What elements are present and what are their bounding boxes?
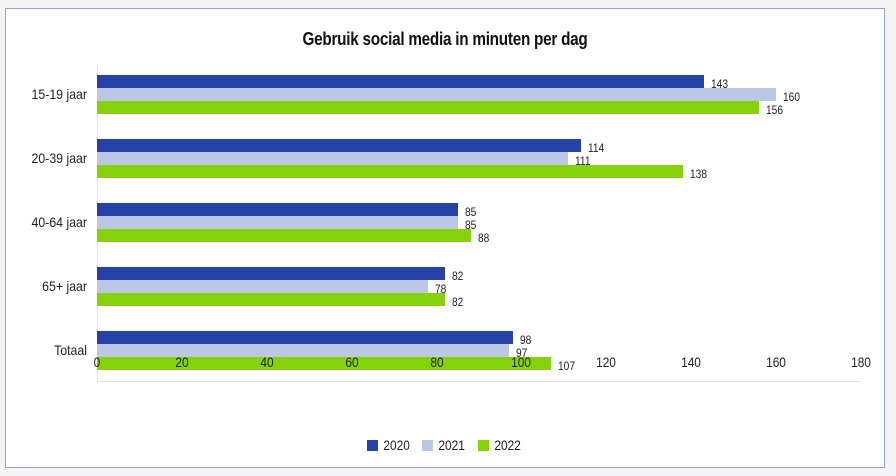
data-label: 111 xyxy=(575,154,591,168)
x-tick-label: 60 xyxy=(345,354,359,370)
data-label: 85 xyxy=(464,218,477,232)
chart-frame: Gebruik social media in minuten per dag … xyxy=(5,8,885,468)
legend-swatch-icon xyxy=(477,439,489,451)
bar-2021 xyxy=(97,344,509,357)
chart-title: Gebruik social media in minuten per dag xyxy=(302,29,588,49)
data-label: 82 xyxy=(452,269,464,283)
x-tick-label: 140 xyxy=(681,354,702,370)
bar-2020 xyxy=(97,203,458,216)
data-label: 160 xyxy=(783,90,801,104)
bar-2021 xyxy=(97,280,429,293)
bar-2020 xyxy=(97,139,581,152)
x-tick-label: 100 xyxy=(511,354,532,370)
x-tick-label: 180 xyxy=(851,354,871,370)
bar-2022 xyxy=(97,293,446,306)
bar-2022 xyxy=(97,357,552,370)
legend-swatch-icon xyxy=(367,439,379,451)
category-label: Totaal xyxy=(54,342,87,358)
data-label: 78 xyxy=(435,282,447,296)
x-tick-label: 0 xyxy=(93,354,101,370)
data-label: 82 xyxy=(452,295,464,309)
legend-swatch-icon xyxy=(422,439,434,451)
data-label: 85 xyxy=(464,205,477,219)
x-tick-label: 20 xyxy=(175,354,189,370)
bar-2022 xyxy=(97,165,683,178)
bar-2020 xyxy=(97,331,513,344)
data-label: 143 xyxy=(710,77,728,91)
x-tick-label: 80 xyxy=(429,354,444,370)
x-axis-line xyxy=(97,381,861,382)
plot-area: 15-19 jaar 143 160 156 20-39 jaar 114 111 138 40… xyxy=(32,66,861,382)
bar-2020 xyxy=(97,75,704,88)
legend: 2020 2021 2022 xyxy=(6,437,884,453)
legend-item-2021: 2021 xyxy=(422,437,467,453)
data-label: 114 xyxy=(587,141,605,155)
bar-2021 xyxy=(97,152,569,165)
bar-2021 xyxy=(97,216,458,229)
category-label: 15-19 jaar xyxy=(31,86,87,102)
legend-label: 2022 xyxy=(493,437,521,453)
category-label: 40-64 jaar xyxy=(31,214,87,230)
x-tick-label: 160 xyxy=(766,354,787,370)
x-tick-label: 120 xyxy=(596,354,617,370)
data-label: 107 xyxy=(558,359,576,373)
bar-2020 xyxy=(97,267,446,280)
data-label: 138 xyxy=(689,167,707,181)
data-label: 98 xyxy=(519,333,532,347)
legend-item-2020: 2020 xyxy=(367,437,412,453)
bar-2021 xyxy=(97,88,777,101)
legend-label: 2020 xyxy=(383,437,411,453)
bar-2022 xyxy=(97,229,471,242)
data-label: 156 xyxy=(766,103,784,117)
x-tick-label: 40 xyxy=(260,354,274,370)
legend-label: 2021 xyxy=(438,437,466,453)
bar-2022 xyxy=(97,101,760,114)
category-label: 65+ jaar xyxy=(42,278,87,294)
legend-item-2022: 2022 xyxy=(477,437,523,453)
data-label: 97 xyxy=(515,346,528,360)
category-label: 20-39 jaar xyxy=(31,150,87,166)
data-label: 88 xyxy=(477,231,489,245)
